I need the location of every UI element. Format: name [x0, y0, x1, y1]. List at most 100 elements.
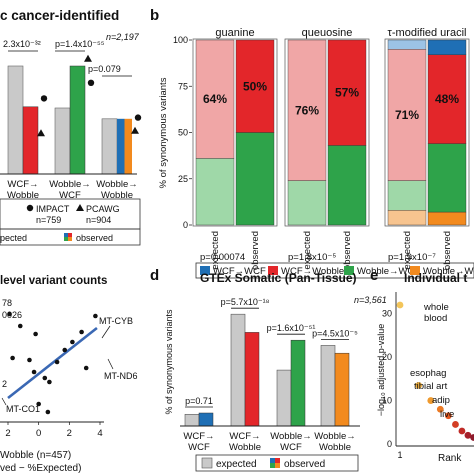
panel-c-point	[47, 379, 52, 385]
panel-a: c cancer-identified 2.3x10⁻³² p=1.4x10⁻⁵…	[0, 8, 142, 246]
label-mt-co1: MT-CO1	[6, 404, 40, 414]
legend-circle-marker	[26, 204, 34, 212]
panel-c-point	[33, 331, 38, 337]
panel-d-letter: d	[150, 267, 159, 284]
legend-observed-swatch-orange	[68, 237, 72, 241]
panel-b-segment	[427, 39, 467, 56]
panel-c-point	[36, 401, 41, 407]
panel-c-point	[93, 313, 98, 319]
panel-e-point	[427, 397, 435, 404]
panel-d-xtick: Wobble	[229, 442, 261, 453]
panel-c-point	[83, 365, 89, 371]
panel-b-ytick: 100	[173, 35, 188, 45]
panel-c-stat-1: 78	[2, 298, 12, 308]
panel-a-point-pcawg	[84, 54, 92, 62]
panel-d-legend-obs-green	[270, 463, 275, 468]
panel-c-stat-2: 0026	[2, 310, 22, 320]
panel-b-xtick: expected	[302, 231, 313, 270]
panel-a-xtick: Wobble	[101, 190, 133, 201]
panel-a-pval-1: 2.3x10⁻³²	[3, 39, 41, 49]
panel-c-xtick: 2	[5, 428, 10, 439]
panel-b-segment	[327, 145, 367, 226]
panel-d-bar-expected	[184, 413, 200, 427]
panel-d-bar-observed	[290, 339, 306, 427]
panel-b-ylabel: % of synonymous variants	[158, 77, 169, 188]
panel-b-xtick: observed	[250, 231, 261, 270]
label-adip: adip	[432, 395, 450, 406]
panel-d-ylabel: % of synonymous variants	[164, 309, 174, 415]
panel-e-ytick: 20	[382, 352, 392, 362]
panel-b-xtick: observed	[342, 231, 353, 270]
legend-pcawg-n: n=904	[86, 215, 111, 225]
legend-observed-swatch-green	[64, 237, 68, 241]
panel-a-xtick: WCF→	[7, 179, 38, 190]
label-mt-nd6: MT-ND6	[104, 371, 138, 381]
panel-d-legend-expected-swatch	[201, 457, 213, 469]
panel-d-xtick: WCF→	[183, 431, 214, 442]
panel-d-pval: p=5.7x10⁻¹⁸	[221, 297, 270, 307]
panel-a-bar-expected	[7, 65, 24, 175]
panel-d-pval: p=0.71	[185, 396, 213, 406]
panel-d-title: GTEx Somatic (Pan-Tissue)	[200, 271, 357, 285]
panel-b-xtick: expected	[402, 231, 413, 270]
panel-b-xtick: expected	[210, 231, 221, 270]
panel-e-point	[452, 421, 459, 428]
panel-b-legend-label: WCF→Wobble	[281, 266, 344, 277]
panel-b-group-title: τ-modified uracil	[388, 27, 467, 39]
panel-c-xtick: 2	[67, 428, 72, 439]
panel-b-group-title: guanine	[215, 27, 254, 39]
panel-b-segment	[195, 158, 235, 226]
panel-e-ytick: 30	[382, 309, 392, 319]
panel-d-xtick: Wobble	[319, 442, 351, 453]
panel-e-point	[470, 434, 474, 441]
legend-expected-label: pected	[0, 233, 27, 243]
panel-b-legend-label: WCF→WCF	[213, 266, 266, 277]
legend-impact-label: IMPACT	[36, 204, 70, 214]
panel-c-point	[62, 347, 68, 353]
panel-b-expected-pct: 71%	[395, 108, 419, 122]
label-whole: whole	[423, 302, 449, 313]
panel-c-point	[7, 311, 12, 317]
panel-a-title: c cancer-identified	[0, 8, 119, 23]
panel-b-segment	[387, 39, 427, 50]
panel-d-bars: p=0.71 p=5.7x10⁻¹⁸ p=1.6x10⁻⁵¹p=4.5x10⁻⁵	[184, 297, 358, 427]
panel-a-n: n=2,197	[106, 32, 140, 42]
panel-c: level variant counts 78 0026 2 MT-CYB MT…	[0, 275, 138, 474]
panel-b-yticks: 0 25 50 75 100	[173, 35, 192, 230]
panel-c-title: level variant counts	[0, 275, 107, 287]
panel-d-bar-observed	[198, 412, 214, 427]
panel-c-xtick: 4	[97, 428, 102, 439]
legend-pcawg-label: PCAWG	[86, 204, 120, 214]
panel-b-ytick: 75	[178, 81, 188, 91]
label-mt-nd6-leader	[107, 358, 114, 370]
panel-e-title: Individual t	[404, 271, 467, 285]
panel-b-pval: p=1.8x10⁻⁵	[288, 252, 336, 263]
panel-b-segment	[387, 209, 427, 226]
panel-d-bar-expected	[320, 345, 336, 427]
panel-b-pval: p=1.9x10⁻⁷	[388, 252, 436, 263]
panel-d-xtick: WCF	[188, 442, 210, 453]
panel-a-point-impact	[134, 114, 142, 121]
panel-b-group-frame	[192, 38, 278, 227]
panel-b-group-frame	[384, 38, 470, 227]
panel-b-segment	[427, 211, 467, 226]
panel-d-legend-box	[195, 454, 359, 472]
panel-b-observed-pct: 50%	[243, 79, 267, 93]
label-blood: blood	[424, 313, 447, 324]
panel-b-segment	[387, 180, 427, 211]
panel-b-segment	[427, 54, 467, 144]
panel-a-bar-observed	[69, 65, 86, 175]
panel-b-legend-swatch	[410, 266, 420, 275]
panel-c-fit-line	[7, 326, 98, 400]
panel-e-point	[436, 405, 444, 413]
panel-b-segment	[427, 143, 467, 213]
panel-c-stat-3: 2	[2, 379, 7, 389]
panel-d-bar-observed	[244, 332, 260, 427]
panel-d-legend-obs-blue	[270, 458, 275, 463]
panel-a-point-pcawg	[131, 126, 139, 134]
panel-b-letter: b	[150, 7, 159, 24]
